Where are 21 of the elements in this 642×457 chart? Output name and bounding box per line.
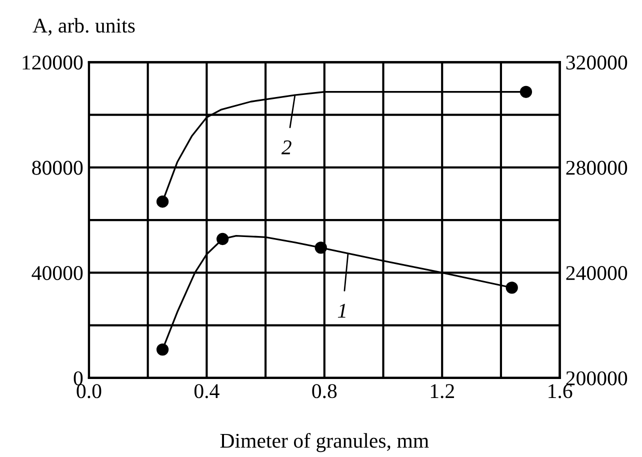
annotation: 2 <box>281 140 292 154</box>
y-tick-label: 0 <box>74 371 83 386</box>
y2-tick-label: 280000 <box>566 160 628 175</box>
x-tick-label: 0.0 <box>76 384 102 398</box>
y-tick-label: 80000 <box>32 160 83 175</box>
point <box>156 343 169 356</box>
y2-tick-label: 320000 <box>566 56 628 70</box>
y2-tick-label: 200000 <box>566 371 628 386</box>
x-axis-title: Dimeter of granules, mm <box>220 432 429 452</box>
point <box>216 232 229 246</box>
x-tick-label: 1.2 <box>430 384 454 398</box>
x-tick-label: 1.6 <box>548 384 572 398</box>
point <box>506 282 518 294</box>
point <box>314 242 327 254</box>
y-tick-label: 40000 <box>32 266 83 280</box>
annotation: 1 <box>338 304 346 318</box>
y2-tick-label: 240000 <box>566 266 628 280</box>
y-axis-title: A, arb. units <box>32 18 135 36</box>
x-tick-label: 0.8 <box>312 384 337 398</box>
y-tick-label: 120000 <box>22 56 83 70</box>
x-tick-label: 0.4 <box>194 384 220 398</box>
